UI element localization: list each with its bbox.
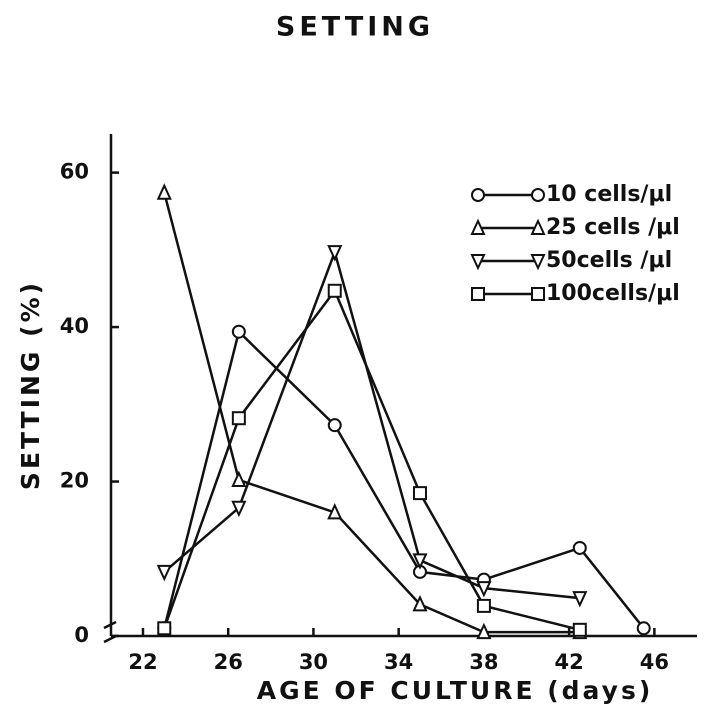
y-tick-label: 40 — [60, 314, 89, 338]
x-tick-label: 34 — [384, 650, 413, 674]
point — [327, 245, 343, 262]
legend-marker — [531, 287, 545, 301]
line — [163, 248, 580, 600]
point — [231, 500, 247, 518]
y-tick-label: 0 — [74, 623, 89, 647]
legend-label: 10 cells/μl — [546, 182, 672, 207]
point — [412, 486, 427, 501]
point — [636, 621, 651, 636]
point — [327, 418, 342, 433]
legend-marker — [470, 254, 486, 271]
legend-marker — [470, 218, 486, 235]
point — [412, 553, 428, 570]
legend-label: 50cells /μl — [546, 248, 672, 273]
point — [572, 622, 587, 637]
point — [412, 594, 428, 612]
legend-marker — [530, 254, 546, 271]
y-axis-label: SETTING (%) — [16, 280, 45, 490]
y-tick-label: 60 — [60, 160, 89, 184]
point — [156, 564, 172, 582]
line — [163, 192, 580, 634]
point — [572, 540, 587, 555]
point — [572, 591, 588, 608]
legend-label: 100cells/μl — [546, 281, 680, 306]
legend-marker — [471, 287, 485, 301]
x-tick-label: 30 — [299, 650, 328, 674]
point — [231, 324, 246, 339]
x-tick-label: 42 — [555, 650, 584, 674]
legend-marker — [530, 218, 546, 235]
point — [231, 470, 247, 487]
point — [157, 621, 172, 636]
point — [476, 598, 491, 613]
chart-title: SETTING — [276, 12, 434, 43]
x-tick-label: 22 — [128, 650, 157, 674]
point — [327, 503, 343, 520]
point — [476, 581, 492, 598]
legend-label: 25 cells /μl — [546, 215, 680, 240]
x-tick-label: 38 — [469, 650, 498, 674]
x-tick-label: 46 — [640, 650, 669, 674]
legend-marker — [531, 188, 545, 202]
x-axis-label: AGE OF CULTURE (days) — [257, 676, 654, 705]
x-tick-label: 26 — [214, 650, 243, 674]
point — [231, 411, 246, 426]
line — [163, 288, 581, 632]
legend-marker — [471, 188, 485, 202]
point — [327, 283, 342, 298]
point — [156, 183, 172, 200]
point — [476, 622, 492, 640]
y-tick-label: 20 — [60, 469, 89, 493]
